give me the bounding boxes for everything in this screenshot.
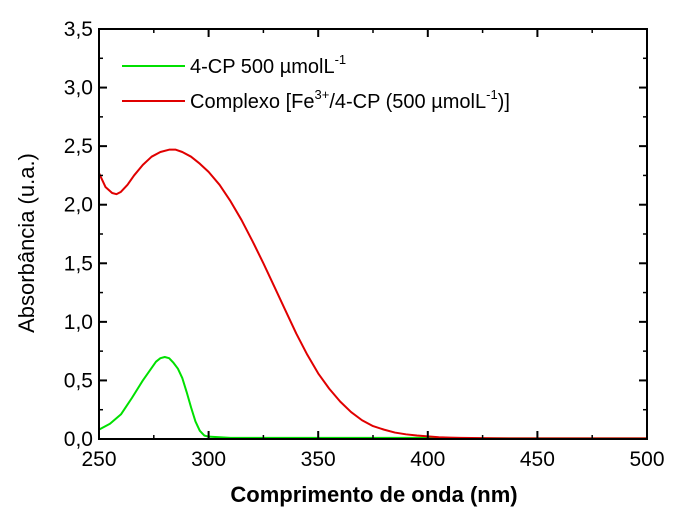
y-tick-label: 1,0 bbox=[64, 311, 93, 334]
y-tick-label: 2,0 bbox=[64, 194, 93, 217]
x-tick-label: 500 bbox=[629, 448, 664, 471]
legend-complexo-mid: /4-CP (500 µmolL bbox=[329, 91, 486, 113]
legend-label-4cp: 4-CP 500 µmolL-1 bbox=[190, 52, 346, 78]
legend-complexo-sup2: -1 bbox=[486, 87, 498, 102]
series-line-4cp bbox=[98, 356, 647, 440]
x-tick-label: 400 bbox=[410, 448, 445, 471]
y-tick-label: 3,0 bbox=[64, 77, 93, 100]
x-axis-title: Comprimento de onda (nm) bbox=[230, 482, 517, 507]
series-line-complexo bbox=[98, 148, 647, 440]
y-tick-label: 2,5 bbox=[64, 135, 93, 158]
y-tick-label: 3,5 bbox=[64, 18, 93, 41]
legend-4cp-main: 4-CP 500 µmolL bbox=[190, 56, 335, 78]
x-tick-label: 300 bbox=[191, 448, 226, 471]
legend-label-complexo: Complexo [Fe3+/4-CP (500 µmolL-1)] bbox=[190, 87, 510, 113]
legend-complexo-tail: )] bbox=[498, 91, 510, 113]
y-axis-title: Absorbância (u.a.) bbox=[14, 153, 39, 333]
legend: 4-CP 500 µmolL-1 Complexo [Fe3+/4-CP (50… bbox=[122, 52, 510, 113]
x-tick-label: 250 bbox=[81, 448, 116, 471]
y-tick-label: 0,5 bbox=[64, 369, 93, 392]
legend-complexo-sup: 3+ bbox=[315, 87, 330, 102]
y-tick-label: 1,5 bbox=[64, 252, 93, 275]
y-tick-label: 0,0 bbox=[64, 428, 93, 451]
x-tick-label: 450 bbox=[520, 448, 555, 471]
x-tick-label: 350 bbox=[301, 448, 336, 471]
legend-complexo-main: Complexo [Fe bbox=[190, 91, 315, 113]
legend-4cp-sup: -1 bbox=[335, 52, 347, 67]
